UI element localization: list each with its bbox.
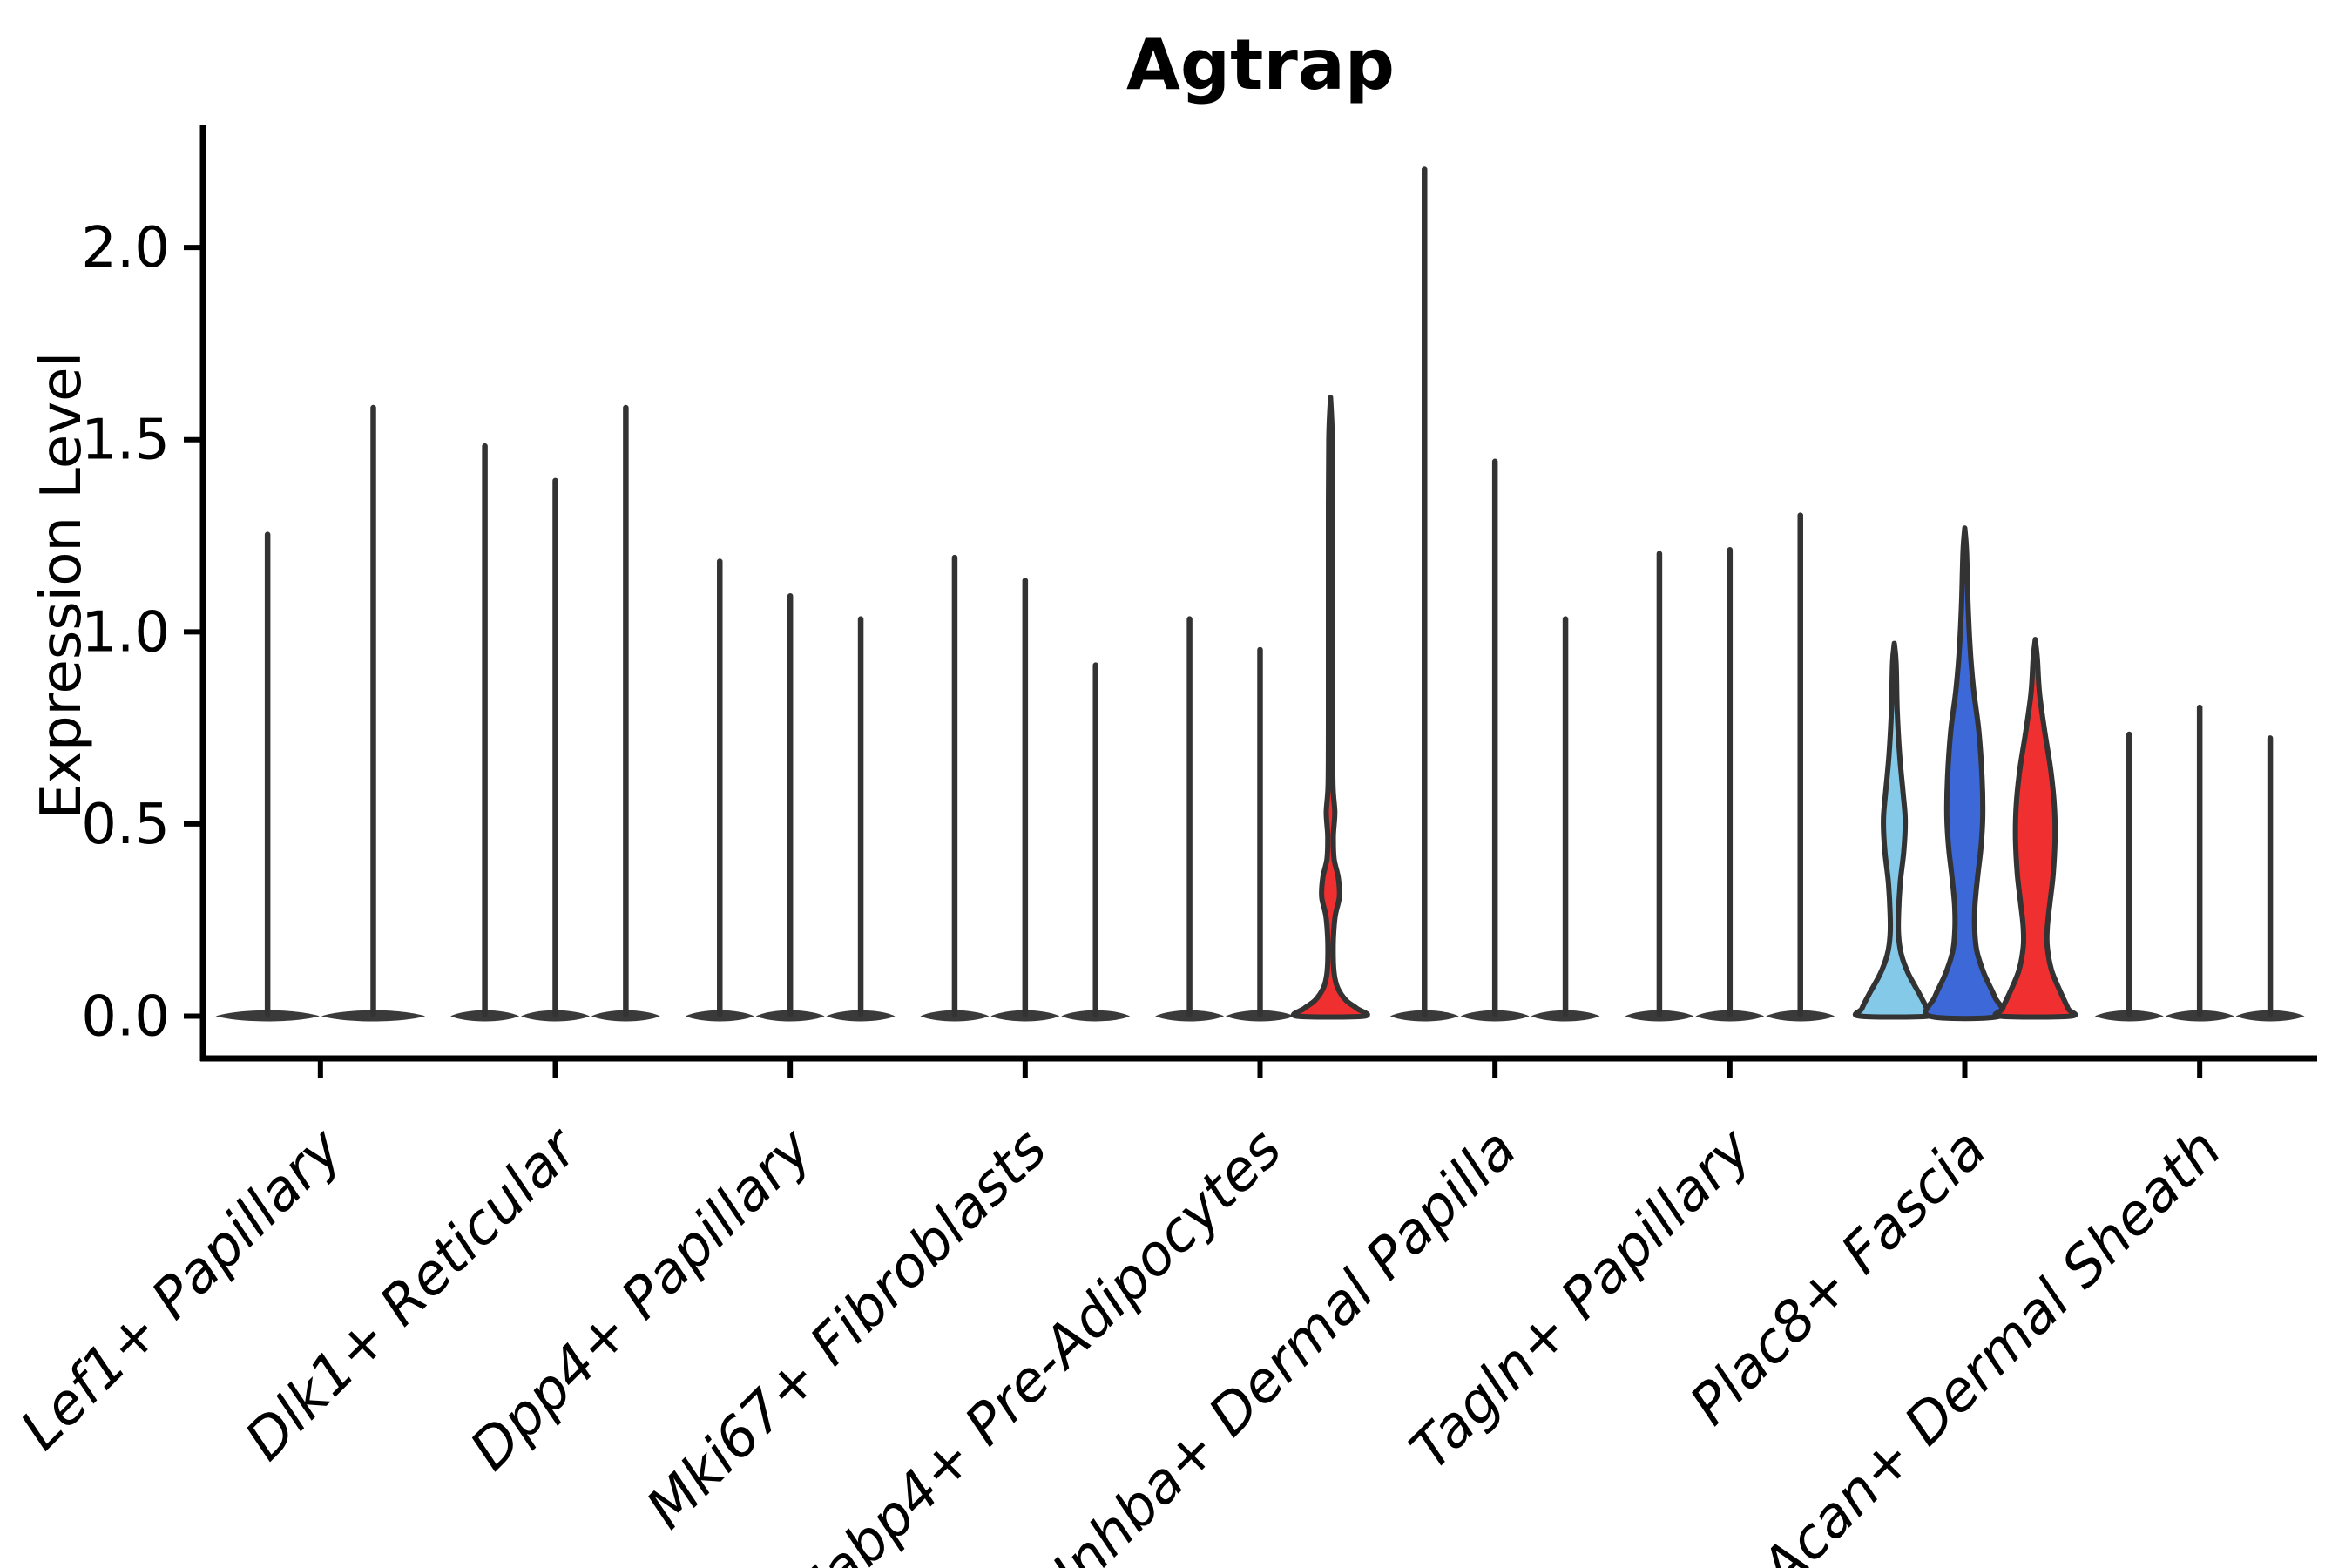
- y-axis-label: Expression Level: [30, 352, 94, 820]
- violin-plac8-fascia-3: [1992, 637, 2078, 1020]
- violin-fabp4-pre-adipocytes-3: [1290, 395, 1370, 1020]
- x-tick-label-mki67-fibroblasts: Mki67+ Fibroblasts: [635, 1117, 1060, 1542]
- y-tick-label-1.0: 1.0: [81, 600, 170, 665]
- violin-plac8-fascia-2: [1923, 525, 2007, 1022]
- y-tick-label-1.5: 1.5: [81, 409, 170, 473]
- y-tick-label-2.0: 2.0: [81, 216, 170, 280]
- chart-title: Agtrap: [1126, 24, 1395, 105]
- y-tick-label-0.5: 0.5: [81, 793, 170, 857]
- violin-plac8-fascia-1: [1852, 640, 1936, 1020]
- y-tick-label-0.0: 0.0: [81, 984, 170, 1049]
- x-tick-label-acan-dermal-sheath: Acan+ Dermal Sheath: [1747, 1117, 2234, 1568]
